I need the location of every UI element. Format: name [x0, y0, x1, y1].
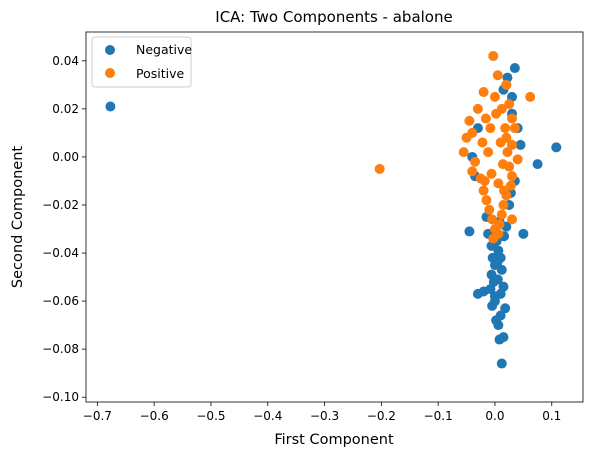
data-point [509, 123, 520, 134]
points-layer [105, 51, 562, 369]
x-axis-ticks: −0.7 −0.6 −0.5 −0.4 −0.3 −0.2 −0.1 0.0 0.1 [83, 402, 561, 423]
data-point [477, 137, 488, 148]
data-point [493, 178, 504, 189]
data-point [496, 209, 507, 220]
data-point [495, 137, 506, 148]
data-point [479, 175, 490, 186]
data-point [518, 228, 529, 239]
data-point [483, 147, 494, 158]
data-point [481, 195, 492, 206]
data-point [507, 113, 517, 124]
y-tick-label: −0.02 [42, 198, 79, 212]
data-point [497, 159, 508, 170]
data-point [464, 226, 475, 237]
data-point [499, 185, 510, 196]
x-tick-label: −0.1 [424, 409, 453, 423]
series-negative [105, 63, 562, 369]
data-point [480, 113, 491, 124]
data-point [489, 296, 500, 307]
legend-marker-positive [105, 68, 115, 78]
data-point [486, 168, 497, 179]
y-tick-label: −0.04 [42, 246, 79, 260]
data-point [489, 91, 500, 102]
data-point [496, 103, 507, 114]
data-point [464, 115, 475, 126]
y-tick-label: 0.04 [52, 54, 79, 68]
data-point [467, 166, 478, 177]
x-tick-label: 0.1 [542, 409, 561, 423]
legend-marker-negative [105, 45, 115, 55]
data-point [502, 147, 513, 158]
data-point [105, 101, 116, 112]
x-tick-label: −0.3 [310, 409, 339, 423]
data-point [501, 79, 512, 90]
data-point [478, 87, 489, 98]
data-point [493, 320, 504, 331]
series-positive [374, 51, 536, 244]
data-point [485, 123, 496, 134]
data-point [496, 358, 507, 369]
chart-title: ICA: Two Components - abalone [215, 8, 452, 26]
x-tick-label: −0.7 [83, 409, 112, 423]
data-point [515, 139, 526, 150]
data-point [488, 276, 499, 287]
x-tick-label: 0.0 [485, 409, 504, 423]
data-point [509, 63, 520, 74]
data-point [495, 310, 506, 321]
y-tick-label: −0.06 [42, 294, 79, 308]
data-point [492, 257, 503, 268]
plot-frame [85, 31, 584, 403]
data-point [498, 332, 509, 343]
x-axis-label: First Component [274, 432, 394, 448]
y-tick-label: 0.02 [52, 102, 79, 116]
data-point [487, 214, 498, 225]
data-point [525, 91, 536, 102]
data-point [492, 70, 503, 81]
y-tick-label: −0.10 [42, 390, 79, 404]
data-point [507, 139, 517, 150]
data-point [458, 147, 469, 158]
data-point [484, 204, 495, 215]
data-point [512, 154, 523, 165]
data-point [488, 51, 499, 62]
x-tick-label: −0.6 [140, 409, 169, 423]
data-point [488, 233, 499, 244]
data-point [498, 281, 509, 292]
x-tick-label: −0.5 [196, 409, 225, 423]
legend: Negative Positive [91, 36, 192, 88]
x-tick-label: −0.2 [367, 409, 396, 423]
data-point [500, 123, 511, 134]
y-tick-label: 0.00 [52, 150, 79, 164]
data-point [374, 163, 385, 174]
data-point [500, 303, 511, 314]
data-point [507, 214, 517, 225]
data-point [498, 199, 509, 210]
data-point [507, 171, 517, 182]
data-point [461, 132, 472, 143]
legend-label-positive: Positive [136, 66, 184, 81]
data-point [551, 142, 562, 153]
data-point [470, 156, 481, 167]
data-point [472, 103, 483, 114]
data-point [504, 99, 515, 110]
legend-box [91, 36, 192, 88]
y-axis-label: Second Component [10, 146, 26, 288]
y-tick-label: −0.08 [42, 342, 79, 356]
data-point [532, 159, 543, 170]
data-point [478, 185, 489, 196]
x-tick-label: −0.4 [253, 409, 282, 423]
legend-label-negative: Negative [136, 42, 192, 57]
y-axis-ticks: −0.10 −0.08 −0.06 −0.04 −0.02 0.00 0.02 0.04 [42, 54, 86, 404]
